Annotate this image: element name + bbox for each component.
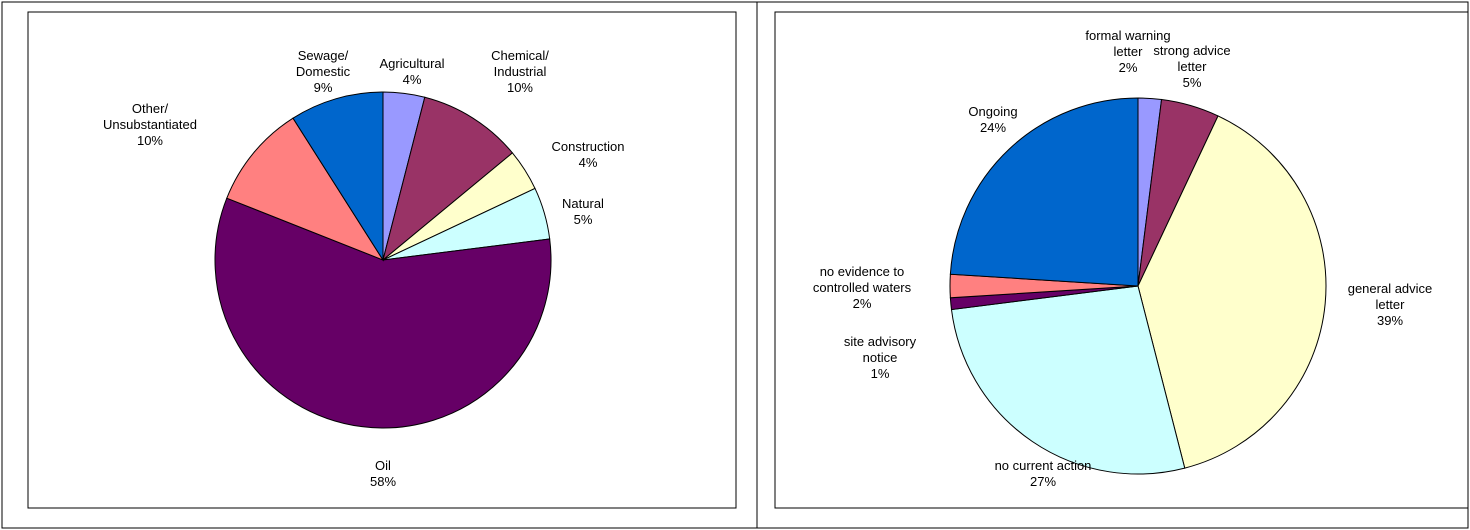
value-label: 39%: [1376, 313, 1404, 328]
category-label: site advisory notice: [843, 334, 917, 365]
value-label: 5%: [573, 212, 593, 227]
slice-label: Natural 5%: [562, 196, 604, 228]
value-label: 9%: [313, 80, 333, 95]
category-label: Construction: [551, 139, 625, 154]
category-label: Chemical/ Industrial: [491, 48, 549, 79]
slice-label: site advisory notice 1%: [844, 334, 916, 382]
value-label: 10%: [506, 80, 534, 95]
slice-label: Oil 58%: [370, 458, 396, 490]
category-label: Agricultural: [379, 56, 445, 71]
pie-slice: [214, 197, 552, 429]
value-label: 1%: [870, 366, 890, 381]
pie-slice: [382, 96, 514, 262]
slice-label: no current action 27%: [995, 458, 1092, 490]
value-label: 24%: [979, 120, 1007, 135]
slice-label: formal warning letter 2%: [1085, 28, 1170, 76]
slice-label: Ongoing 24%: [968, 104, 1017, 136]
value-label: 4%: [402, 72, 422, 87]
slice-label: general advice letter 39%: [1348, 281, 1433, 329]
slice-label: Agricultural 4%: [379, 56, 444, 88]
pie-slice: [950, 285, 1186, 475]
slice-label: Other/ Unsubstantiated 10%: [103, 101, 197, 149]
slice-label: strong advice letter 5%: [1153, 43, 1230, 91]
value-label: 4%: [578, 155, 598, 170]
value-label: 10%: [136, 133, 164, 148]
category-label: formal warning letter: [1085, 28, 1171, 59]
slice-label: no evidence to controlled waters 2%: [813, 264, 911, 312]
pie-slice: [226, 117, 385, 262]
pie-slice: [949, 97, 1139, 287]
category-label: Ongoing: [968, 104, 1018, 119]
value-label: 5%: [1182, 75, 1202, 90]
value-label: 2%: [1118, 60, 1138, 75]
category-label: no evidence to controlled waters: [812, 264, 912, 295]
category-label: Sewage/ Domestic: [295, 48, 351, 79]
value-label: 27%: [1029, 474, 1057, 489]
value-label: 2%: [852, 296, 872, 311]
pie-slice: [1137, 115, 1327, 469]
slice-label: Sewage/ Domestic 9%: [296, 48, 350, 96]
chart-frame: [27, 11, 737, 509]
category-label: Oil: [375, 458, 391, 473]
slice-label: Construction 4%: [552, 139, 625, 171]
chart-frame: [774, 11, 1469, 509]
category-label: Natural: [562, 196, 604, 211]
category-label: no current action: [994, 458, 1092, 473]
slice-label: Chemical/ Industrial 10%: [491, 48, 549, 96]
category-label: general advice letter: [1347, 281, 1433, 312]
category-label: Other/ Unsubstantiated: [103, 101, 197, 132]
pie-slice: [292, 91, 384, 262]
value-label: 58%: [369, 474, 397, 489]
category-label: strong advice letter: [1153, 43, 1231, 74]
